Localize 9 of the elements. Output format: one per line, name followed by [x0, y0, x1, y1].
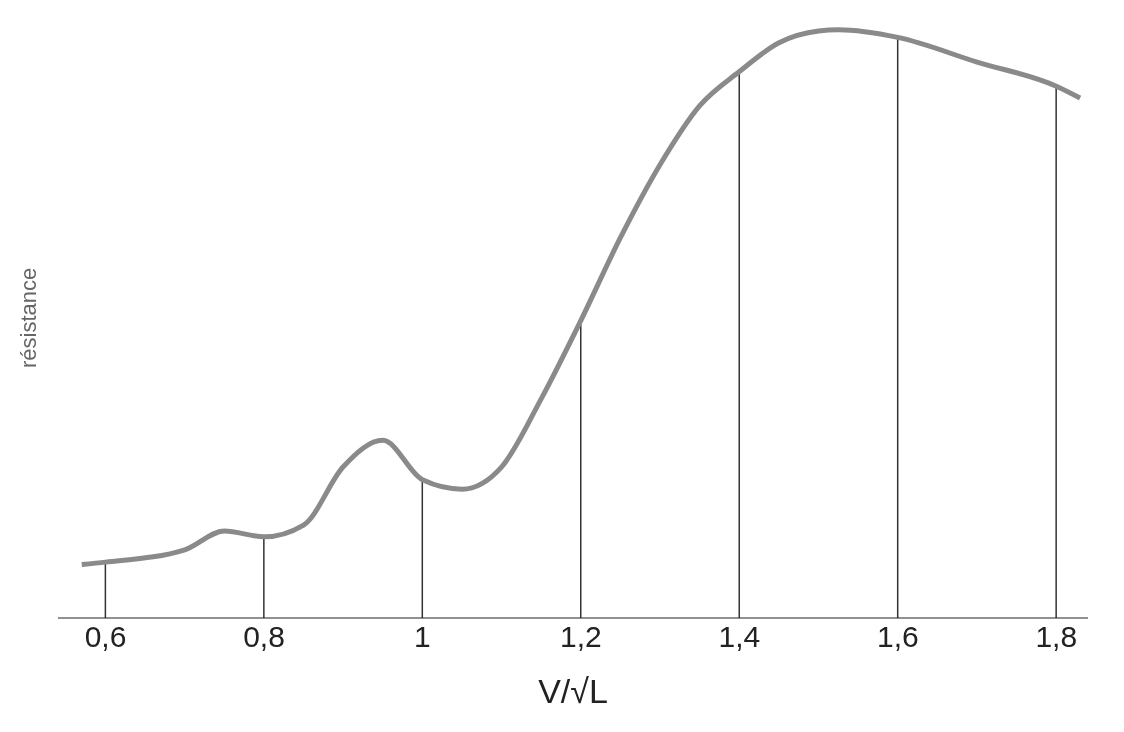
y-axis-title: résistance [16, 267, 42, 368]
x-tick-label: 1 [414, 620, 431, 654]
x-tick-label: 1,4 [718, 620, 761, 654]
x-tick-label: 0,6 [84, 620, 127, 654]
x-tick-label: 0,8 [243, 620, 285, 654]
x-axis-title: V/√L [538, 672, 608, 710]
x-tick-label: 1,8 [1035, 620, 1078, 654]
x-tick-label: 1,6 [876, 620, 919, 654]
x-tick-label: 1,2 [560, 620, 602, 654]
